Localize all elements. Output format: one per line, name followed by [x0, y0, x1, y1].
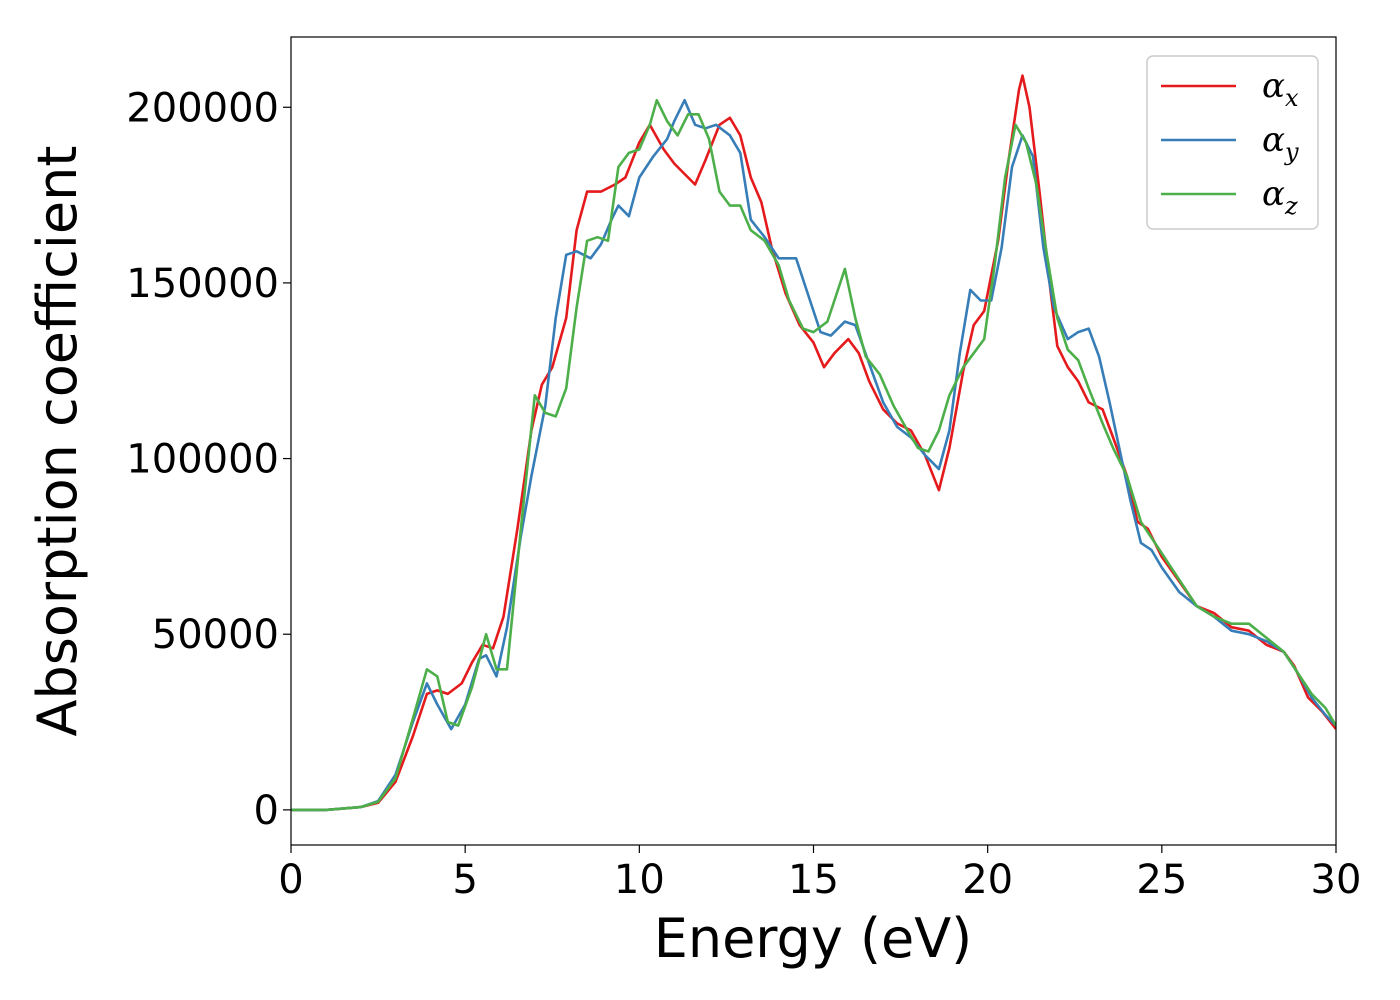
legend-box: [1146, 55, 1319, 230]
x-tick-label: 25: [1136, 857, 1187, 903]
x-tick-label: 30: [1311, 857, 1362, 903]
y-axis: 0 50000 100000 150000 200000: [126, 85, 291, 834]
y-axis-title: Absorption coefficient: [26, 146, 89, 737]
y-tick-label: 150000: [126, 261, 279, 307]
x-tick-label: 15: [788, 857, 839, 903]
series-layer: [291, 74, 1336, 812]
x-axis-title: Energy (eV): [654, 907, 973, 970]
y-tick-label: 100000: [126, 437, 279, 483]
x-tick-label: 5: [452, 857, 477, 903]
y-tick-label: 50000: [152, 612, 279, 658]
x-tick-label: 10: [614, 857, 665, 903]
legend-label-z: αz: [1262, 174, 1298, 220]
legend: αx αy αz: [1146, 55, 1319, 230]
series-line-z: [291, 98, 1336, 812]
x-tick-label: 0: [278, 857, 303, 903]
legend-label-x: αx: [1262, 66, 1299, 112]
x-axis: 0 5 10 15 20 25 30: [278, 845, 1361, 903]
legend-label-y: αy: [1262, 120, 1299, 166]
y-tick-label: 200000: [126, 85, 279, 131]
y-tick-label: 0: [254, 788, 279, 834]
x-tick-label: 20: [962, 857, 1013, 903]
series-line-x: [291, 74, 1336, 812]
series-line-y: [291, 98, 1336, 812]
